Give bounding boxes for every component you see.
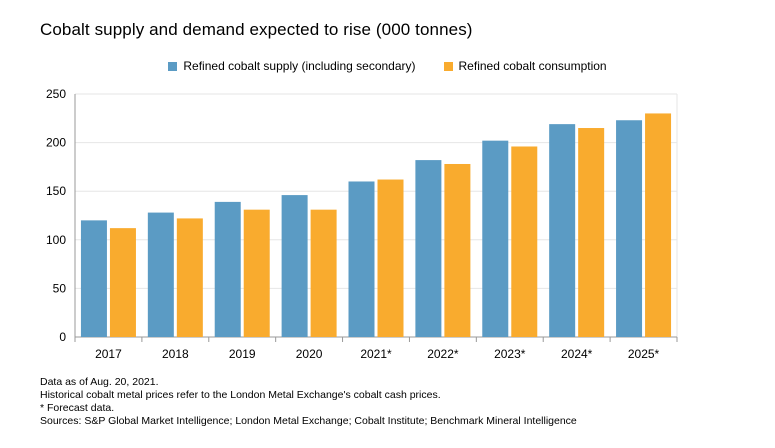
bar-consumption bbox=[645, 113, 672, 337]
x-tick-label: 2023* bbox=[494, 347, 526, 361]
bar-consumption bbox=[377, 179, 404, 337]
legend-item-consumption: Refined cobalt consumption bbox=[443, 59, 607, 73]
x-tick-label: 2018 bbox=[162, 347, 189, 361]
bar-consumption bbox=[109, 228, 136, 337]
y-tick-label: 150 bbox=[46, 184, 66, 198]
y-tick-label: 100 bbox=[46, 233, 66, 247]
bar-supply bbox=[616, 120, 643, 337]
bar-consumption bbox=[243, 209, 270, 337]
x-tick-label: 2020 bbox=[296, 347, 323, 361]
legend-swatch-supply bbox=[168, 61, 178, 71]
chart-title: Cobalt supply and demand expected to ris… bbox=[40, 20, 473, 39]
bar-consumption bbox=[310, 209, 337, 337]
note-prices: Historical cobalt metal prices refer to … bbox=[40, 389, 441, 401]
bar-supply bbox=[549, 124, 576, 337]
legend-item-supply: Refined cobalt supply (including seconda… bbox=[168, 59, 416, 73]
y-tick-label: 0 bbox=[59, 330, 66, 344]
y-tick-label: 250 bbox=[46, 87, 66, 101]
bar-supply bbox=[214, 201, 241, 337]
note-forecast: * Forecast data. bbox=[40, 402, 115, 414]
bar-supply bbox=[281, 195, 308, 337]
bar-consumption bbox=[176, 218, 203, 337]
legend-label-supply: Refined cobalt supply (including seconda… bbox=[183, 59, 416, 73]
bar-consumption bbox=[578, 128, 605, 337]
x-tick-label: 2024* bbox=[561, 347, 593, 361]
legend: Refined cobalt supply (including seconda… bbox=[0, 59, 775, 73]
x-tick-label: 2021* bbox=[360, 347, 392, 361]
legend-label-consumption: Refined cobalt consumption bbox=[458, 59, 607, 73]
bar-supply bbox=[348, 181, 375, 337]
bar-supply bbox=[147, 212, 174, 337]
y-tick-label: 50 bbox=[53, 281, 67, 295]
bar-supply bbox=[80, 220, 107, 337]
bar-consumption bbox=[444, 163, 471, 337]
bar-supply bbox=[415, 160, 442, 337]
x-tick-label: 2025* bbox=[628, 347, 660, 361]
legend-swatch-consumption bbox=[443, 61, 453, 71]
x-tick-label: 2019 bbox=[229, 347, 256, 361]
bar-consumption bbox=[511, 146, 538, 337]
chart-notes: Data as of Aug. 20, 2021. Historical cob… bbox=[40, 376, 577, 428]
note-sources: Sources: S&P Global Market Intelligence;… bbox=[40, 415, 577, 427]
x-tick-label: 2017 bbox=[95, 347, 122, 361]
x-tick-label: 2022* bbox=[427, 347, 459, 361]
note-data-date: Data as of Aug. 20, 2021. bbox=[40, 376, 159, 388]
y-tick-label: 200 bbox=[46, 136, 66, 150]
bar-supply bbox=[482, 140, 509, 337]
